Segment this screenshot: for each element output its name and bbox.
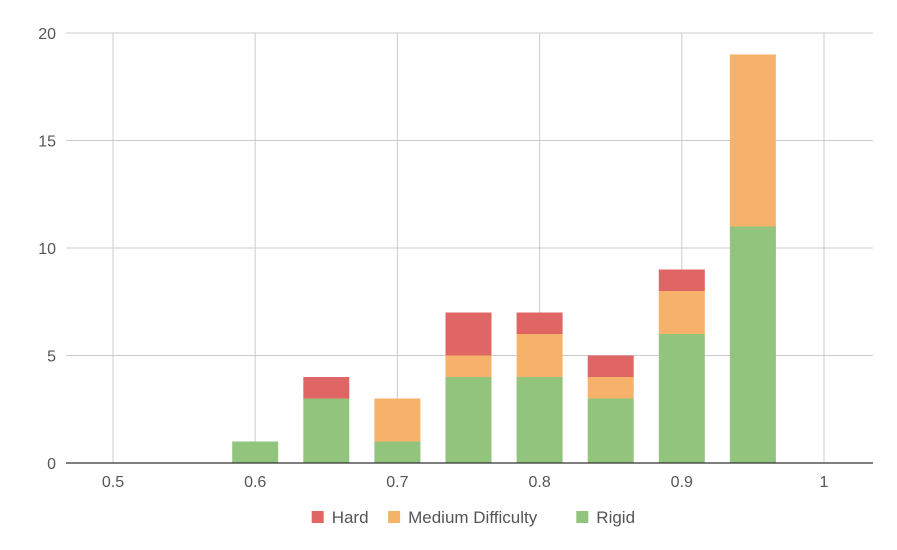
x-tick-label: 0.9 <box>671 474 693 491</box>
legend-item-medium-difficulty: Medium Difficulty <box>388 508 538 527</box>
legend: Hard Medium Difficulty Rigid <box>311 508 635 527</box>
bar-segment-rigid <box>303 398 350 463</box>
bar-segment-rigid <box>374 441 421 463</box>
x-axis-ticks: 0.5 0.6 0.7 0.8 0.9 1 <box>102 474 829 491</box>
bar-segment-rigid <box>658 334 705 463</box>
y-tick-label: 5 <box>47 349 56 366</box>
bar-segment-medium-difficulty <box>374 398 421 442</box>
bar-segment-rigid <box>729 226 776 463</box>
legend-label: Rigid <box>596 508 635 527</box>
x-tick-label: 0.7 <box>386 474 408 491</box>
bar-segment-rigid <box>445 377 492 463</box>
bar-segment-hard <box>587 355 634 377</box>
legend-swatch <box>576 511 589 523</box>
legend-swatch <box>311 511 324 523</box>
x-tick-label: 1 <box>820 474 829 491</box>
x-tick-label: 0.5 <box>102 474 124 491</box>
y-tick-label: 10 <box>38 241 56 258</box>
bar-segment-medium-difficulty <box>658 291 705 334</box>
y-axis-ticks: 0 5 10 15 20 <box>38 26 56 473</box>
legend-swatch <box>388 511 401 523</box>
gridlines <box>66 32 873 463</box>
legend-item-rigid: Rigid <box>576 508 635 527</box>
bar-segment-rigid <box>587 398 634 463</box>
x-tick-label: 0.8 <box>528 474 550 491</box>
bar-stacks <box>232 54 776 463</box>
bar-segment-medium-difficulty <box>729 54 776 227</box>
y-tick-label: 0 <box>47 456 56 473</box>
y-tick-label: 20 <box>38 26 56 43</box>
legend-label: Hard <box>332 508 369 527</box>
bar-segment-medium-difficulty <box>516 334 563 377</box>
bar-segment-hard <box>445 312 492 356</box>
legend-item-hard: Hard <box>311 508 369 527</box>
legend-label: Medium Difficulty <box>408 508 538 527</box>
y-tick-label: 15 <box>38 134 56 151</box>
bar-segment-medium-difficulty <box>587 377 634 399</box>
bar-segment-hard <box>303 377 350 399</box>
bar-segment-rigid <box>232 441 279 463</box>
bar-segment-hard <box>516 312 563 334</box>
bar-segment-rigid <box>516 377 563 463</box>
x-tick-label: 0.6 <box>244 474 266 491</box>
bar-segment-medium-difficulty <box>445 355 492 377</box>
bar-segment-hard <box>658 269 705 291</box>
